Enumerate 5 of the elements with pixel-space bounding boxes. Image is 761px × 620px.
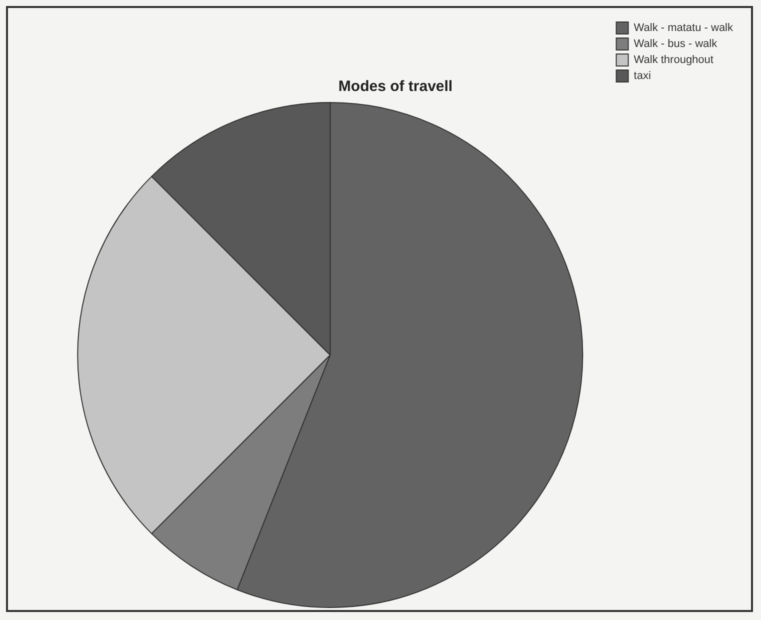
text: Modes of travell [338,78,453,96]
legend-label: taxi [634,70,651,82]
legend-label: Walk - bus - walk [634,38,718,50]
legend-label: Walk throughout [634,54,714,66]
legend-label: Walk - matatu - walk [634,22,734,34]
